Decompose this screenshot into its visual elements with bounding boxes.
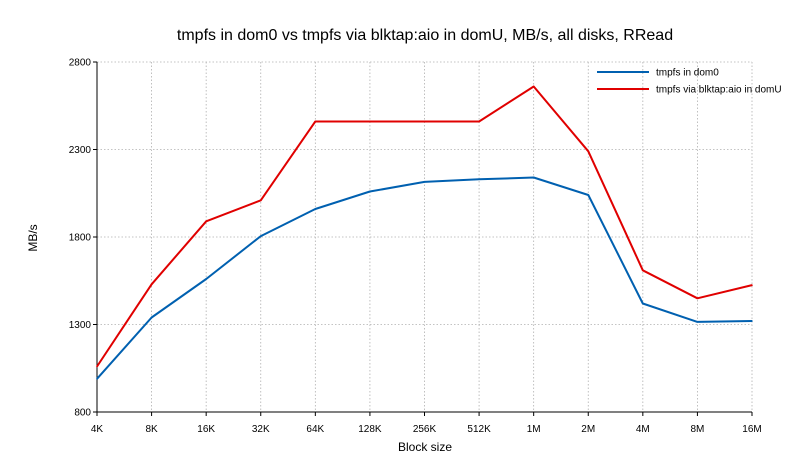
y-tick-label: 1800 <box>69 233 92 244</box>
x-tick-label: 256K <box>413 424 437 435</box>
legend-label-2: tmpfs via blktap:aio in domU <box>656 85 782 96</box>
data-point <box>423 181 426 183</box>
legend: tmpfs in dom0 tmpfs via blktap:aio in dom… <box>597 68 782 96</box>
y-tick-label: 1300 <box>69 320 92 331</box>
x-tick-label: 8K <box>145 424 158 435</box>
data-point <box>587 150 590 153</box>
x-tick-label: 128K <box>358 424 382 435</box>
data-point <box>696 297 699 300</box>
x-tick-label: 64K <box>306 424 324 435</box>
x-tick-label: 4M <box>636 424 650 435</box>
y-axis-label: MB/s <box>26 224 40 251</box>
y-tick-label: 2300 <box>69 145 92 156</box>
data-point <box>751 320 753 322</box>
data-point <box>696 321 699 323</box>
legend-label-1: tmpfs in dom0 <box>656 68 719 79</box>
data-point <box>96 377 98 380</box>
data-point <box>314 120 317 123</box>
x-tick-label: 1M <box>527 424 541 435</box>
data-point <box>478 178 480 181</box>
x-axis-ticks: 4K 8K 16K 32K 64K 128K 256K 512K 1M 2M 4M 8M 16M <box>91 412 762 435</box>
data-point <box>150 316 153 319</box>
data-point <box>478 120 480 123</box>
data-point <box>259 235 262 237</box>
x-tick-label: 16M <box>742 424 761 435</box>
data-point <box>150 283 153 286</box>
data-point <box>642 302 644 305</box>
data-point <box>751 284 753 286</box>
data-point <box>587 194 590 196</box>
x-tick-label: 512K <box>467 424 491 435</box>
chart-title: tmpfs in dom0 vs tmpfs via blktap:aio in… <box>177 27 673 44</box>
y-tick-label: 800 <box>74 408 91 419</box>
data-point <box>423 120 426 123</box>
data-point <box>642 269 644 272</box>
series-group <box>96 85 753 380</box>
data-point <box>369 120 371 123</box>
data-point <box>259 199 262 202</box>
x-axis-label: Block size <box>398 440 452 454</box>
data-point <box>96 365 98 368</box>
data-point <box>314 208 317 210</box>
data-point <box>205 220 207 223</box>
y-axis-ticks: 800 1300 1800 2300 2800 <box>69 58 97 419</box>
x-tick-label: 2M <box>581 424 595 435</box>
x-tick-label: 16K <box>197 424 215 435</box>
data-point <box>205 278 207 280</box>
data-point <box>532 176 535 179</box>
y-tick-label: 2800 <box>69 58 92 69</box>
data-point <box>532 85 535 88</box>
x-tick-label: 4K <box>91 424 104 435</box>
series-line-1 <box>96 176 753 380</box>
x-tick-label: 32K <box>252 424 270 435</box>
data-point <box>369 190 371 193</box>
grid <box>96 61 753 413</box>
x-tick-label: 8M <box>690 424 704 435</box>
